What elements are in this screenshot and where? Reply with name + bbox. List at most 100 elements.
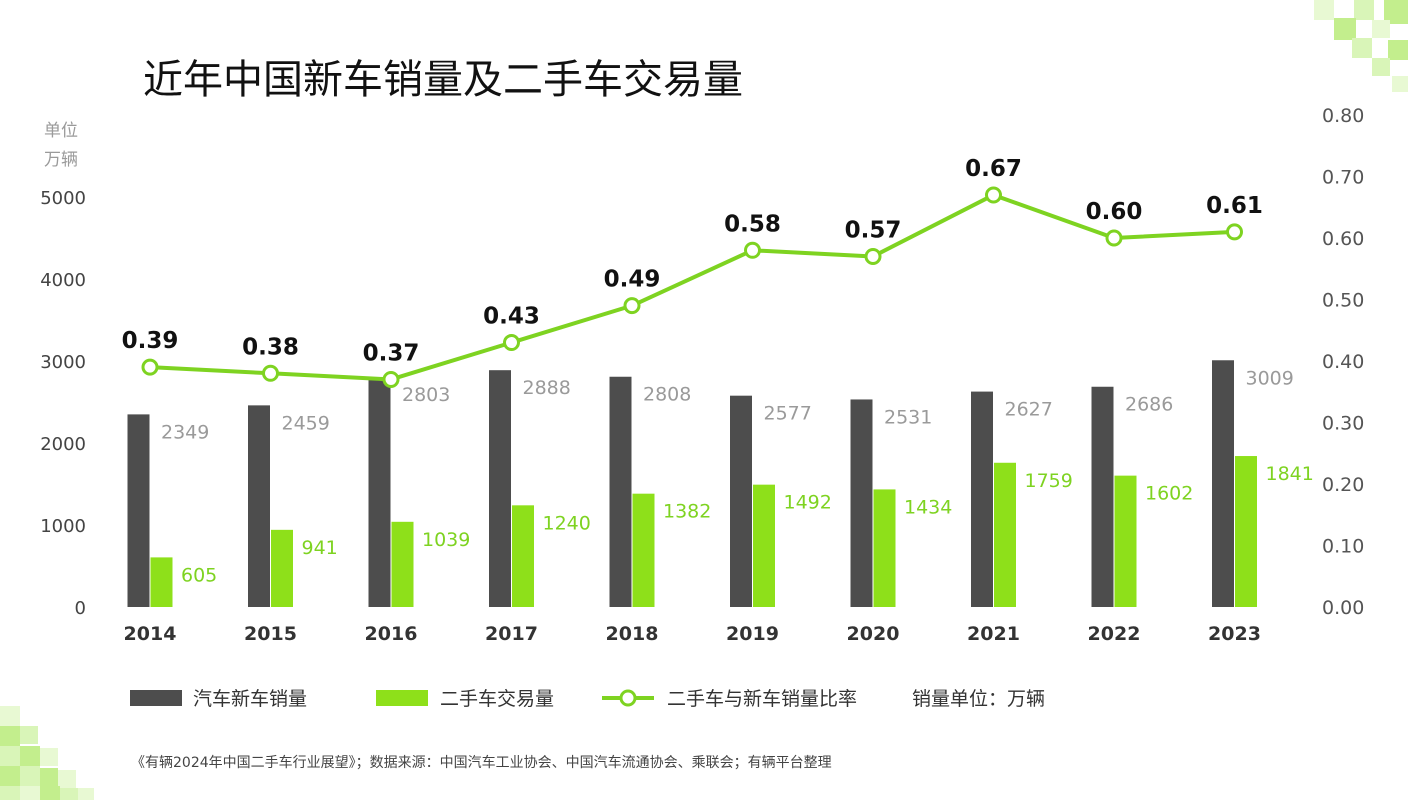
ratio-value-label: 0.38: [242, 334, 299, 360]
used-car-bar: [391, 521, 414, 607]
decorative-checker-top-right: [1314, 0, 1408, 92]
decorative-square: [20, 766, 40, 786]
right-axis-ticks: 0.00 0.10 0.20 0.30 0.40 0.50 0.60 0.70 0.80: [1322, 105, 1364, 619]
ratio-point: [744, 241, 761, 259]
right-axis-tick-label: 0.60: [1322, 228, 1364, 250]
decorative-square: [1334, 18, 1356, 40]
new-car-bars: 2349 2459 2803 2888 2808 2577 2531 2627 2686 3009: [127, 360, 1294, 607]
ratio-value-label: 0.60: [1086, 199, 1143, 225]
legend: 汽车新车销量 二手车交易量 二手车与新车销量比率 销量单位：万辆: [130, 688, 1045, 710]
right-axis-tick-label: 0.20: [1322, 474, 1364, 496]
x-axis-tick-label: 2016: [365, 623, 418, 645]
decorative-square: [40, 786, 60, 800]
decorative-square: [40, 748, 58, 766]
used-car-bar: [1114, 475, 1137, 607]
x-axis-tick-label: 2014: [124, 623, 177, 645]
left-axis-tick-label: 0: [75, 598, 86, 619]
decorative-square: [40, 768, 58, 786]
new-car-bar: [1212, 360, 1234, 607]
decorative-square: [20, 786, 40, 800]
ratio-value-label: 0.39: [122, 328, 179, 354]
new-car-bar: [489, 370, 511, 607]
used-car-value-label: 1492: [784, 492, 832, 514]
right-axis-tick-label: 0.00: [1322, 597, 1364, 619]
ratio-point: [503, 334, 520, 352]
used-car-value-label: 1240: [543, 512, 591, 534]
ratio-point: [382, 370, 400, 388]
ratio-point: [623, 297, 641, 315]
used-car-bar: [150, 557, 173, 607]
new-car-bar: [368, 377, 391, 607]
x-axis-tick-label: 2022: [1088, 623, 1141, 645]
right-axis-tick-label: 0.30: [1322, 413, 1364, 435]
chart-title: 近年中国新车销量及二手车交易量: [143, 57, 743, 103]
right-axis-tick-label: 0.70: [1322, 167, 1364, 189]
new-car-bar: [850, 399, 873, 607]
decorative-square: [0, 706, 20, 726]
used-car-value-label: 1841: [1266, 463, 1314, 485]
ratio-value-label: 0.37: [363, 340, 420, 366]
x-axis-tick-label: 2017: [485, 623, 538, 645]
used-car-bars: 605 941 1039 1240 1382 1492 1434 1759 1602 1841: [150, 456, 1314, 607]
decorative-square: [0, 766, 20, 786]
used-car-bar: [1235, 456, 1257, 607]
ratio-point: [1226, 223, 1243, 241]
right-axis-tick-label: 0.50: [1322, 290, 1364, 312]
used-car-bar: [873, 489, 896, 607]
used-car-bar: [632, 493, 655, 607]
x-axis-ticks: 2014 2015 2016 2017 2018 2019 2020 2021 2022 2023: [124, 623, 1261, 645]
ratio-line-series: 0.39 0.38 0.37 0.43 0.49 0.58 0.57 0.67 0.60 0.61: [122, 156, 1263, 388]
decorative-square: [1392, 76, 1408, 92]
new-car-value-label: 2531: [884, 406, 932, 428]
decorative-square: [1314, 0, 1334, 20]
ratio-value-label: 0.61: [1206, 193, 1263, 219]
x-axis-tick-label: 2015: [244, 623, 297, 645]
new-car-value-label: 2803: [402, 384, 450, 406]
right-axis-tick-label: 0.10: [1322, 536, 1364, 558]
legend-label-new-car: 汽车新车销量: [193, 688, 307, 710]
decorative-square: [1372, 58, 1390, 76]
y-unit-label-line-1: 单位: [44, 121, 78, 141]
x-axis-tick-label: 2021: [967, 623, 1020, 645]
ratio-value-label: 0.58: [724, 211, 781, 237]
used-car-bar: [994, 462, 1016, 607]
decorative-square: [60, 788, 78, 800]
legend-swatch-ratio-marker: [619, 689, 637, 707]
used-car-value-label: 605: [181, 564, 217, 586]
x-axis-tick-label: 2019: [726, 623, 779, 645]
used-car-value-label: 1382: [663, 501, 711, 523]
new-car-bar: [248, 405, 270, 607]
used-car-bar: [753, 484, 775, 607]
new-car-bar: [609, 376, 632, 607]
left-axis-tick-label: 3000: [40, 352, 86, 373]
left-axis-tick-label: 1000: [40, 516, 86, 537]
decorative-square: [1372, 20, 1390, 38]
decorative-square: [1388, 40, 1408, 60]
new-car-value-label: 2888: [523, 377, 571, 399]
ratio-value-label: 0.49: [604, 267, 661, 293]
decorative-square: [0, 786, 20, 800]
left-axis-tick-label: 2000: [40, 434, 86, 455]
legend-label-used-car: 二手车交易量: [440, 688, 554, 710]
used-car-value-label: 1039: [422, 529, 470, 551]
y-unit-label-line-2: 万辆: [44, 150, 78, 170]
new-car-value-label: 2459: [282, 412, 330, 434]
ratio-point: [262, 364, 279, 382]
new-car-bar: [971, 391, 993, 607]
new-car-bar: [730, 395, 752, 607]
ratio-value-label: 0.67: [965, 156, 1022, 182]
decorative-square: [1354, 0, 1374, 20]
new-car-value-label: 2349: [161, 421, 209, 443]
decorative-square: [58, 770, 76, 788]
legend-swatch-used-car: [376, 690, 428, 706]
new-car-value-label: 2686: [1125, 394, 1173, 416]
left-axis-tick-label: 5000: [40, 188, 86, 209]
legend-unit-note: 销量单位：万辆: [912, 688, 1045, 710]
used-car-value-label: 1602: [1145, 483, 1193, 505]
decorative-square: [0, 746, 20, 766]
decorative-square: [20, 726, 38, 744]
used-car-value-label: 1434: [904, 496, 952, 518]
ratio-point: [985, 186, 1002, 204]
right-axis-tick-label: 0.80: [1322, 105, 1364, 127]
